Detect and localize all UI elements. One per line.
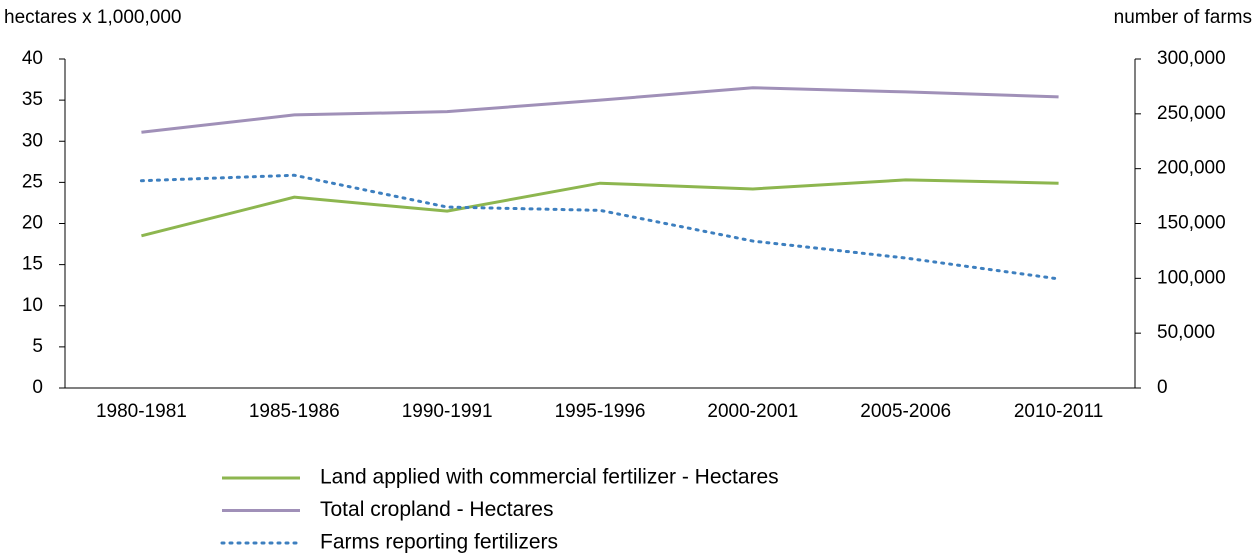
y-tick-label: 35: [22, 89, 43, 110]
y-tick-label: 5: [32, 336, 43, 357]
series-line: [141, 178, 1059, 238]
x-tick-label: 2010-2011: [1014, 401, 1103, 422]
legend-label: Land applied with commercial fertilizer …: [320, 466, 779, 489]
y-tick-label: 40: [22, 48, 43, 69]
y2-tick-label: 50,000: [1157, 322, 1215, 343]
y-axis-label: hectares x 1,000,000: [4, 7, 181, 28]
x-tick-label: 1995-1996: [555, 401, 646, 422]
y-tick-label: 20: [22, 213, 43, 234]
series-line: [141, 86, 1059, 134]
y2-tick-label: 250,000: [1157, 103, 1226, 124]
x-tick-label: 2005-2006: [860, 401, 951, 422]
y2-tick-label: 150,000: [1157, 213, 1226, 234]
x-tick-label: 1980-1981: [96, 401, 187, 422]
y-tick-label: 30: [22, 130, 43, 151]
y2-tick-label: 0: [1157, 377, 1168, 398]
x-tick-label: 2000-2001: [707, 401, 798, 422]
series-line: [139, 173, 1061, 281]
y2-axis-label: number of farms: [1114, 7, 1252, 28]
y-tick-label: 0: [32, 377, 43, 398]
y2-tick-label: 100,000: [1157, 267, 1226, 288]
y2-tick-label: 200,000: [1157, 158, 1226, 179]
legend-label: Farms reporting fertilizers: [320, 531, 558, 554]
x-tick-label: 1990-1991: [402, 401, 493, 422]
y-tick-label: 25: [22, 171, 43, 192]
legend-label: Total cropland - Hectares: [320, 498, 553, 521]
y2-tick-label: 300,000: [1157, 48, 1226, 69]
y-tick-label: 10: [22, 295, 43, 316]
y-tick-label: 15: [22, 254, 43, 275]
x-tick-label: 1985-1986: [249, 401, 340, 422]
